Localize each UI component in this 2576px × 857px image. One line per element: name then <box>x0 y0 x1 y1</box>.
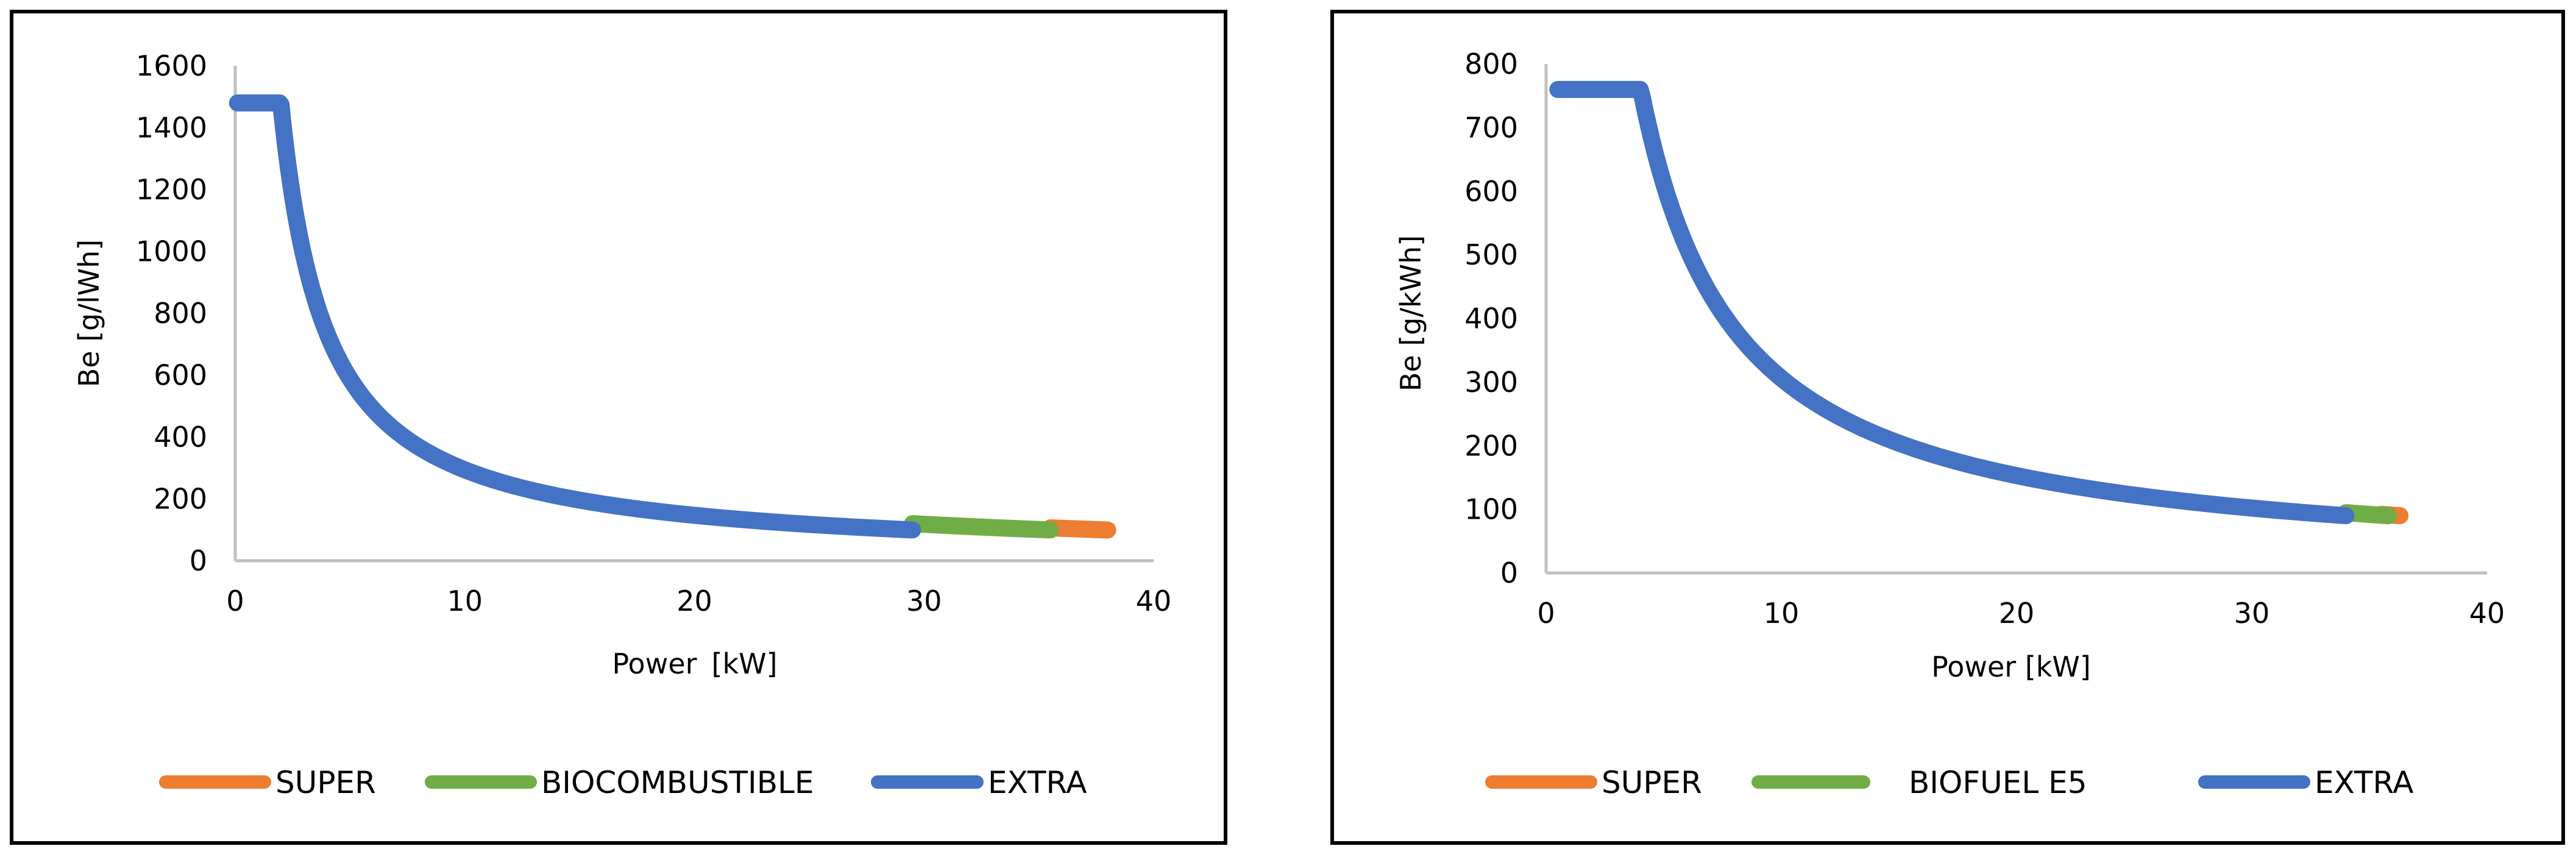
series-line-biocombustible <box>904 515 1059 539</box>
series-line-super <box>1041 519 1116 539</box>
x-tick-label: 30 <box>2234 597 2270 630</box>
y-tick-label: 700 <box>1464 111 1518 144</box>
chart-panel-right <box>1330 10 2565 845</box>
y-tick-label: 0 <box>190 544 207 577</box>
y-tick-label: 0 <box>1500 557 1518 589</box>
x-tick-label: 0 <box>226 585 244 617</box>
legend-label-extra: EXTRA <box>988 765 1087 800</box>
legend-label-biocombustible: BIOCOMBUSTIBLE <box>541 765 814 800</box>
x-tick-label: 10 <box>1764 597 1800 630</box>
y-tick-label: 1200 <box>136 173 207 206</box>
x-tick-label: 0 <box>1537 597 1555 630</box>
y-tick-label: 400 <box>154 421 207 453</box>
x-tick-label: 40 <box>1136 585 1172 617</box>
legend-label-extra: EXTRA <box>2315 765 2413 800</box>
y-tick-label: 400 <box>1464 302 1518 335</box>
legend-label-super: SUPER <box>275 765 376 800</box>
y-tick-label: 1400 <box>136 112 207 144</box>
y-tick-label: 200 <box>1464 429 1518 462</box>
x-axis-title-unit: [kW] <box>712 647 778 680</box>
x-tick-label: 10 <box>447 585 483 617</box>
y-tick-label: 100 <box>1464 493 1518 526</box>
x-axis-title-text: Power <box>612 647 697 680</box>
y-tick-label: 600 <box>1464 175 1518 208</box>
x-tick-label: 20 <box>1999 597 2035 630</box>
y-axis-title: Be [g/lWh] <box>73 240 105 388</box>
x-axis-title: Power [kW] <box>612 647 777 680</box>
x-tick-label: 20 <box>676 585 712 617</box>
x-tick-label: 30 <box>906 585 942 617</box>
y-tick-label: 1600 <box>136 49 207 82</box>
x-axis-title: Power [kW] <box>1931 650 2091 683</box>
y-tick-label: 200 <box>154 483 207 516</box>
legend-label-super: SUPER <box>1602 765 1702 800</box>
y-tick-label: 1000 <box>136 235 207 268</box>
x-tick-label: 40 <box>2469 597 2505 630</box>
y-tick-label: 500 <box>1464 238 1518 271</box>
y-tick-label: 600 <box>154 359 207 392</box>
y-tick-label: 800 <box>1464 48 1518 80</box>
legend-label-biofuel-e5: BIOFUEL E5 <box>1909 765 2087 800</box>
series-line-extra <box>229 94 921 539</box>
x-axis-title-text: Power [kW] <box>1931 650 2091 683</box>
series-line-extra <box>1549 80 2355 525</box>
chart-panel-left <box>10 10 1227 845</box>
y-tick-label: 800 <box>154 297 207 330</box>
y-tick-label: 300 <box>1464 366 1518 399</box>
y-axis-title: Be [g/kWh] <box>1394 235 1427 391</box>
